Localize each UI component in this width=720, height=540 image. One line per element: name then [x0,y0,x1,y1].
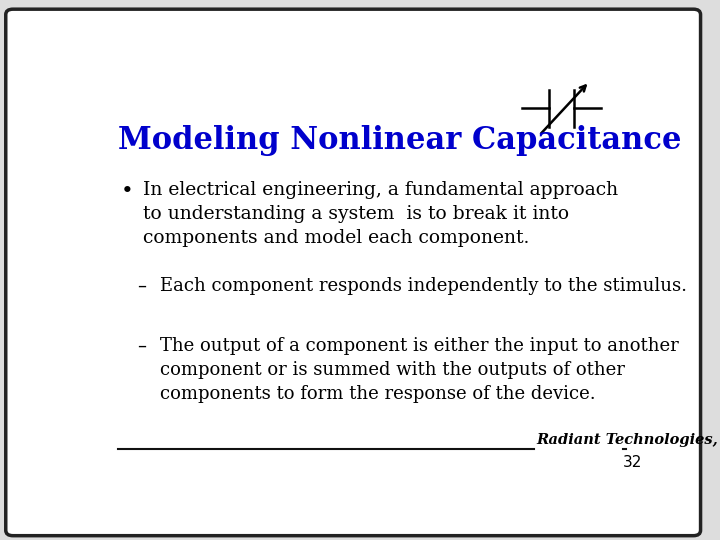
Text: Modeling Nonlinear Capacitance: Modeling Nonlinear Capacitance [118,125,681,156]
Text: –: – [138,337,146,355]
Text: 32: 32 [623,455,642,470]
Text: to understanding a system  is to break it into: to understanding a system is to break it… [143,205,569,224]
Text: components to form the response of the device.: components to form the response of the d… [160,386,595,403]
Text: components and model each component.: components and model each component. [143,230,529,247]
Text: In electrical engineering, a fundamental approach: In electrical engineering, a fundamental… [143,181,618,199]
Text: component or is summed with the outputs of other: component or is summed with the outputs … [160,361,625,379]
Text: Radiant Technologies, Inc.: Radiant Technologies, Inc. [536,433,720,447]
Text: •: • [121,181,133,201]
Text: –: – [138,277,146,295]
Text: Each component responds independently to the stimulus.: Each component responds independently to… [160,277,687,295]
Text: The output of a component is either the input to another: The output of a component is either the … [160,337,678,355]
